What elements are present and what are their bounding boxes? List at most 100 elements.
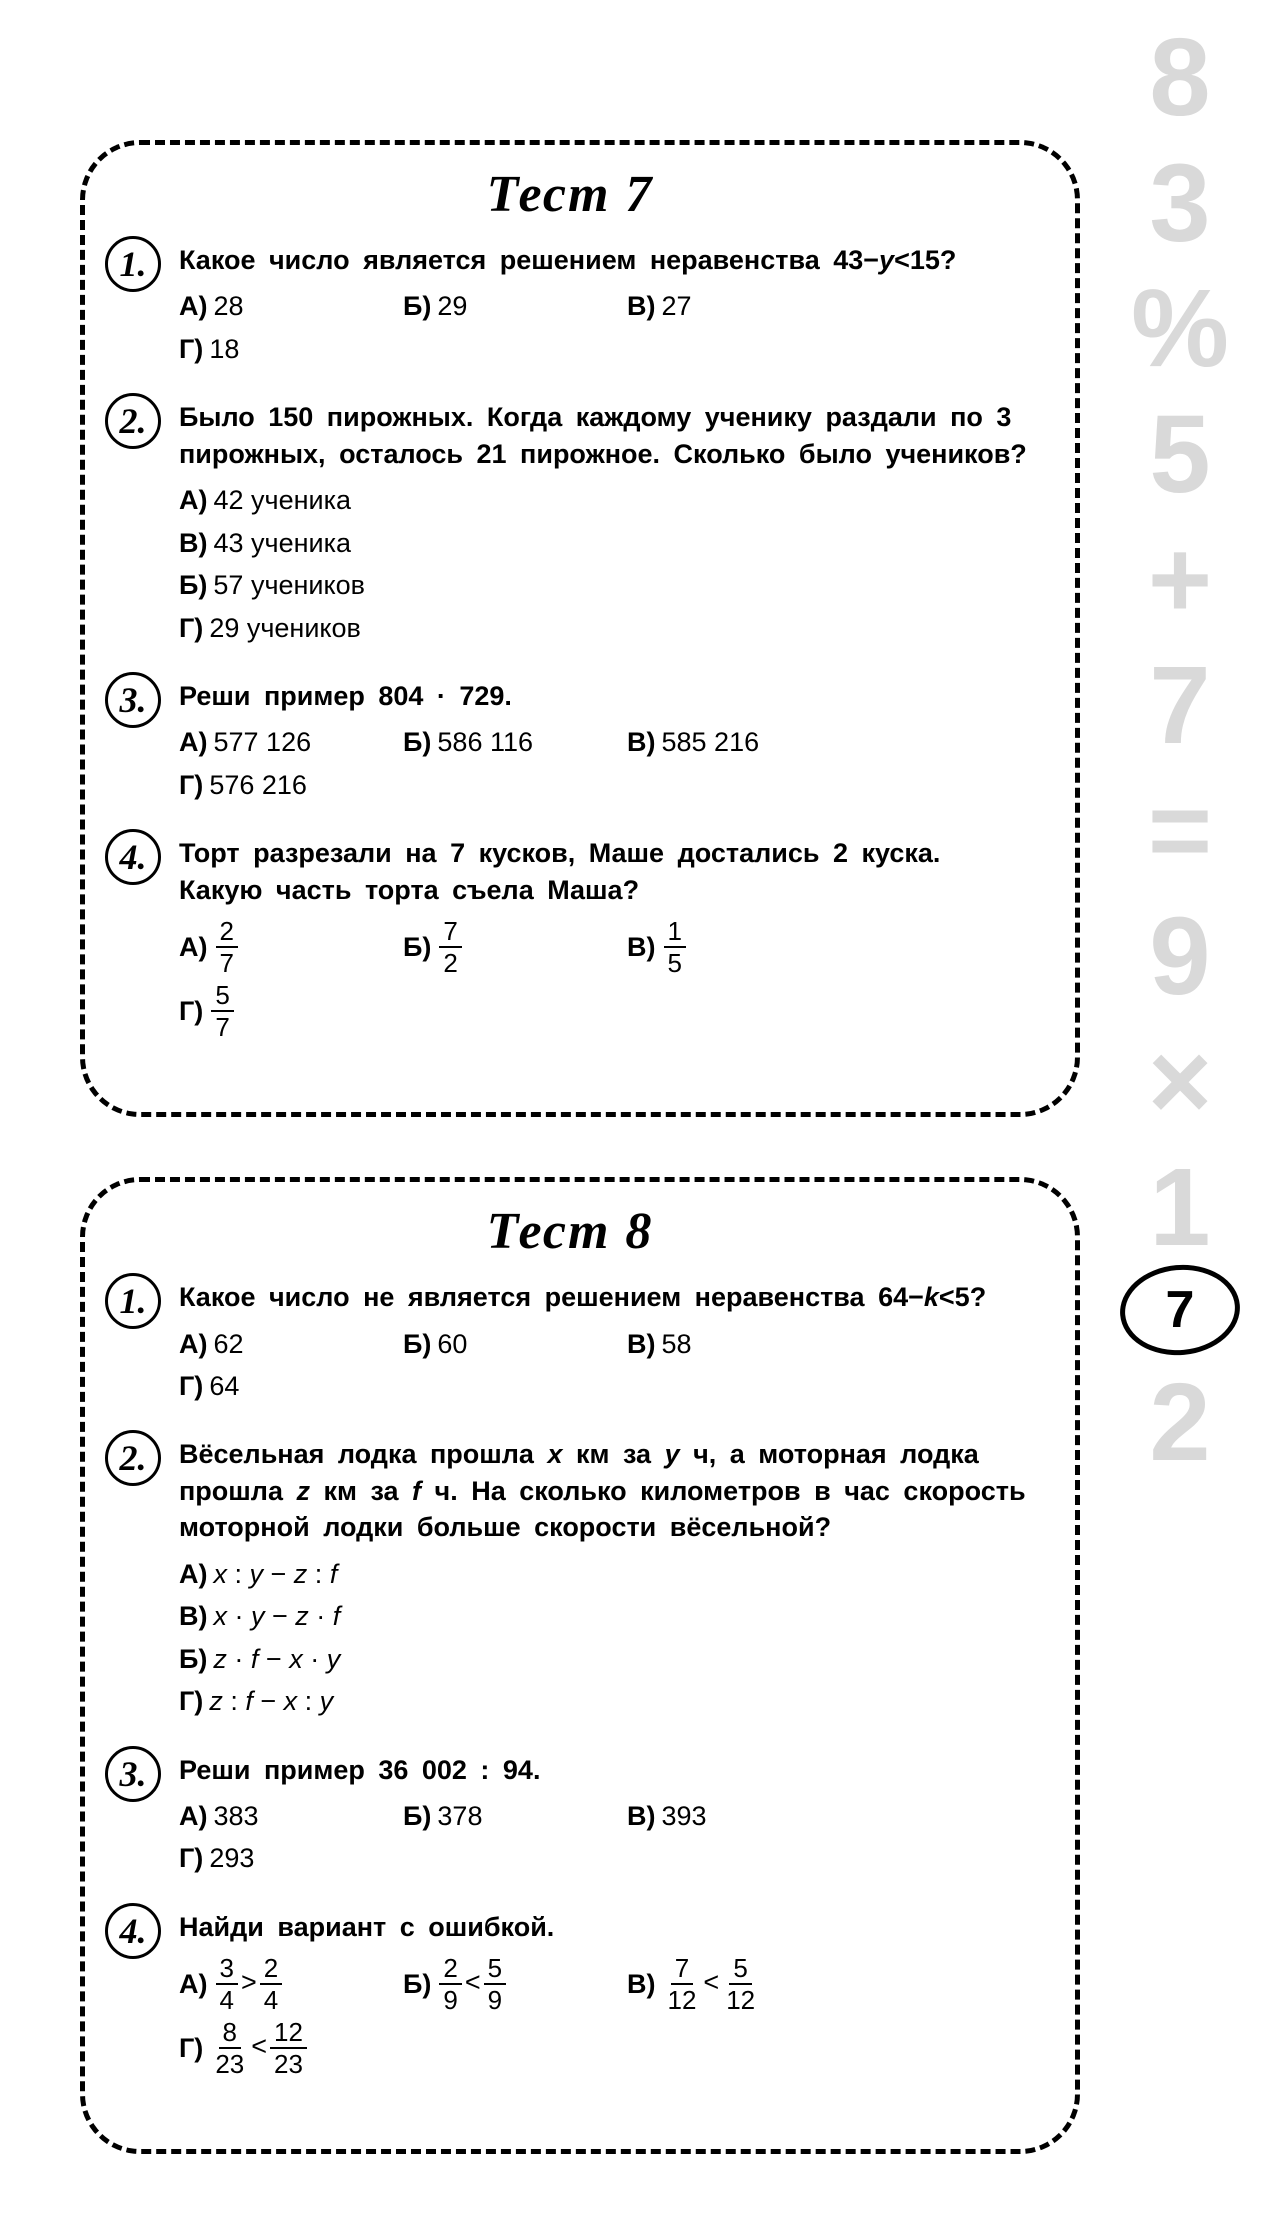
question-body: Торт разрезали на 7 кусков, Маше достали…: [179, 835, 1035, 1046]
comparison-operator: <: [703, 1967, 719, 1997]
fraction-numerator: 5: [484, 1955, 506, 1985]
answer-option[interactable]: Б)60: [403, 1326, 617, 1362]
option-letter: Г): [179, 767, 203, 803]
answer-option[interactable]: Б)586 116: [403, 724, 617, 760]
answer-option[interactable]: А)28: [179, 288, 393, 324]
option-letter: А): [179, 1556, 208, 1592]
fraction: 712: [664, 1955, 701, 2013]
option-value: 29<59: [437, 1955, 508, 2013]
option-letter: Б): [403, 288, 431, 324]
option-letter: А): [179, 1326, 208, 1362]
question: 1.Какое число является решением неравенс…: [105, 242, 1035, 373]
options-row: А)27Б)72В)15 Г)57: [179, 918, 1035, 1046]
option-letter: В): [179, 1598, 208, 1634]
option-letter: А): [179, 1798, 208, 1834]
option-value: 383: [214, 1798, 259, 1834]
option-letter: В): [627, 288, 656, 324]
comparison-operator: >: [241, 1967, 257, 1997]
option-value: 29: [437, 288, 467, 324]
answer-option[interactable]: Г)29 учеников: [179, 610, 607, 646]
decorative-char: =: [1148, 773, 1212, 889]
option-letter: В): [627, 1966, 656, 2002]
fraction-numerator: 7: [439, 918, 461, 948]
option-letter: В): [179, 525, 208, 561]
answer-option[interactable]: Б)72: [403, 918, 617, 976]
fraction: 34: [216, 1955, 238, 2013]
page: 83%5+7=9×172 Тест 71.Какое число являетс…: [0, 0, 1270, 1713]
option-letter: Б): [403, 1798, 431, 1834]
question-number: 4.: [105, 829, 161, 885]
page-number-badge: 7: [1120, 1265, 1240, 1355]
answer-option[interactable]: Б)29: [403, 288, 617, 324]
option-value: 57: [209, 982, 235, 1040]
fraction-numerator: 12: [270, 2019, 307, 2049]
question-body: Реши пример 804 · 729.А)577 126Б)586 116…: [179, 678, 1035, 809]
fraction: 24: [260, 1955, 282, 2013]
answer-option[interactable]: В)585 216: [627, 724, 841, 760]
option-value: 64: [209, 1368, 239, 1404]
fraction-denominator: 7: [216, 948, 238, 976]
test-title: Тест 8: [105, 1202, 1035, 1261]
answer-option[interactable]: Г)64: [179, 1368, 393, 1404]
answer-option[interactable]: А)34>24: [179, 1955, 393, 2013]
question-number: 2.: [105, 1430, 161, 1486]
decorative-char: 7: [1149, 648, 1210, 764]
question-prompt: Вёсельная лодка прошла x км за y ч, а мо…: [179, 1436, 1035, 1545]
answer-option[interactable]: Б)378: [403, 1798, 617, 1834]
question-prompt: Реши пример 36 002 : 94.: [179, 1752, 1035, 1788]
answer-option[interactable]: А)62: [179, 1326, 393, 1362]
fraction: 512: [722, 1955, 759, 2013]
fraction-numerator: 2: [216, 918, 238, 948]
option-value: 577 126: [214, 724, 312, 760]
answer-option[interactable]: В)58: [627, 1326, 841, 1362]
question-prompt: Было 150 пирожных. Когда каждому ученику…: [179, 399, 1035, 472]
option-letter: А): [179, 724, 208, 760]
question-number: 3.: [105, 672, 161, 728]
option-letter: В): [627, 1798, 656, 1834]
fraction-denominator: 9: [484, 1985, 506, 2013]
question-prompt: Какое число не является решением неравен…: [179, 1279, 1035, 1315]
question-body: Вёсельная лодка прошла x км за y ч, а мо…: [179, 1436, 1035, 1725]
option-value: 57 учеников: [213, 567, 365, 603]
answer-option[interactable]: А)383: [179, 1798, 393, 1834]
option-value: z · f − x · y: [213, 1641, 340, 1677]
answer-option[interactable]: В)393: [627, 1798, 841, 1834]
options-row: А)28 Б)29 В)27 Г)18: [179, 288, 1035, 373]
decorative-char: %: [1131, 271, 1229, 387]
answer-option[interactable]: Г)576 216: [179, 767, 393, 803]
fraction-numerator: 8: [219, 2019, 241, 2049]
answer-option[interactable]: В)712<512: [627, 1955, 841, 2013]
comparison-operator: <: [251, 2031, 267, 2061]
fraction-denominator: 4: [216, 1985, 238, 2013]
answer-option[interactable]: В)x · y − z · f: [179, 1598, 607, 1634]
question-number: 1.: [105, 1273, 161, 1329]
option-letter: А): [179, 288, 208, 324]
test-title: Тест 7: [105, 165, 1035, 224]
option-value: x · y − z · f: [214, 1598, 341, 1634]
answer-option[interactable]: В)43 ученика: [179, 525, 607, 561]
answer-option[interactable]: А)x : y − z : f: [179, 1556, 607, 1592]
option-letter: А): [179, 1966, 208, 2002]
question-body: Найди вариант с ошибкой.А)34>24Б)29<59В)…: [179, 1909, 1035, 2083]
answer-option[interactable]: Г)z : f − x : y: [179, 1683, 607, 1719]
answer-option[interactable]: Г)18: [179, 331, 393, 367]
answer-option[interactable]: А)27: [179, 918, 393, 976]
answer-option[interactable]: А)42 ученика: [179, 482, 607, 518]
answer-option[interactable]: Г)293: [179, 1840, 393, 1876]
answer-option[interactable]: Г)57: [179, 982, 393, 1040]
answer-option[interactable]: Б)57 учеников: [179, 567, 607, 603]
options-row: А)34>24Б)29<59В)712<512Г)823<1223: [179, 1955, 1035, 2083]
answer-option[interactable]: Г)823<1223: [179, 2019, 393, 2077]
answer-option[interactable]: В)15: [627, 918, 841, 976]
answer-option[interactable]: В)27: [627, 288, 841, 324]
fraction-denominator: 5: [664, 948, 686, 976]
decorative-char: 2: [1149, 1365, 1210, 1481]
answer-option[interactable]: Б)z · f − x · y: [179, 1641, 607, 1677]
option-value: 62: [214, 1326, 244, 1362]
question: 2.Было 150 пирожных. Когда каждому учени…: [105, 399, 1035, 652]
decorative-char: 3: [1149, 146, 1210, 262]
option-letter: Г): [179, 1368, 203, 1404]
answer-option[interactable]: Б)29<59: [403, 1955, 617, 2013]
answer-option[interactable]: А)577 126: [179, 724, 393, 760]
question: 3.Реши пример 804 · 729.А)577 126Б)586 1…: [105, 678, 1035, 809]
